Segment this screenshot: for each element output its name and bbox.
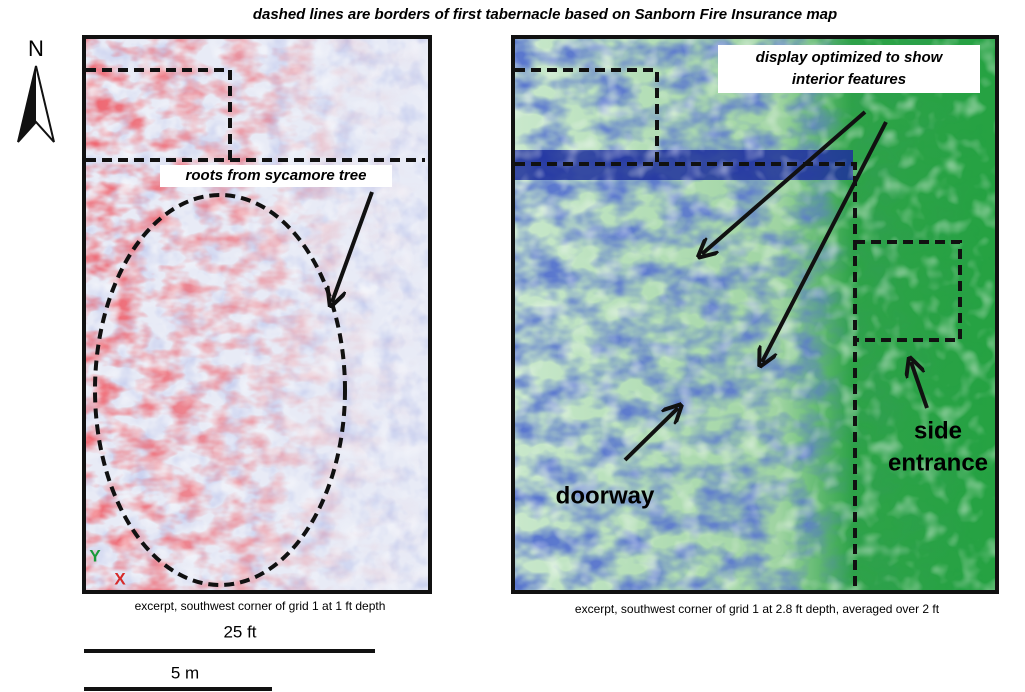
annotation: roots from sycamore tree [186, 167, 367, 184]
right-caption: excerpt, southwest corner of grid 1 at 2… [575, 602, 940, 616]
side-entrance-label: side [914, 417, 962, 444]
annotation: display optimized to show [756, 49, 944, 66]
figure-title: dashed lines are borders of first tabern… [253, 6, 837, 23]
scale-label: 25 ft [223, 622, 256, 641]
left-map [84, 37, 430, 592]
scale-label: 5 m [171, 663, 199, 682]
figure: dashed lines are borders of first tabern… [0, 0, 1025, 692]
north-arrow [18, 66, 54, 142]
side-entrance-label: entrance [888, 449, 988, 476]
left-caption: excerpt, southwest corner of grid 1 at 1… [135, 599, 386, 613]
compass-label: N [28, 36, 44, 61]
doorway-label: doorway [556, 482, 655, 509]
axis-y-label: Y [89, 546, 101, 565]
axis-x-label: X [114, 569, 126, 588]
annotation: interior features [792, 71, 906, 88]
